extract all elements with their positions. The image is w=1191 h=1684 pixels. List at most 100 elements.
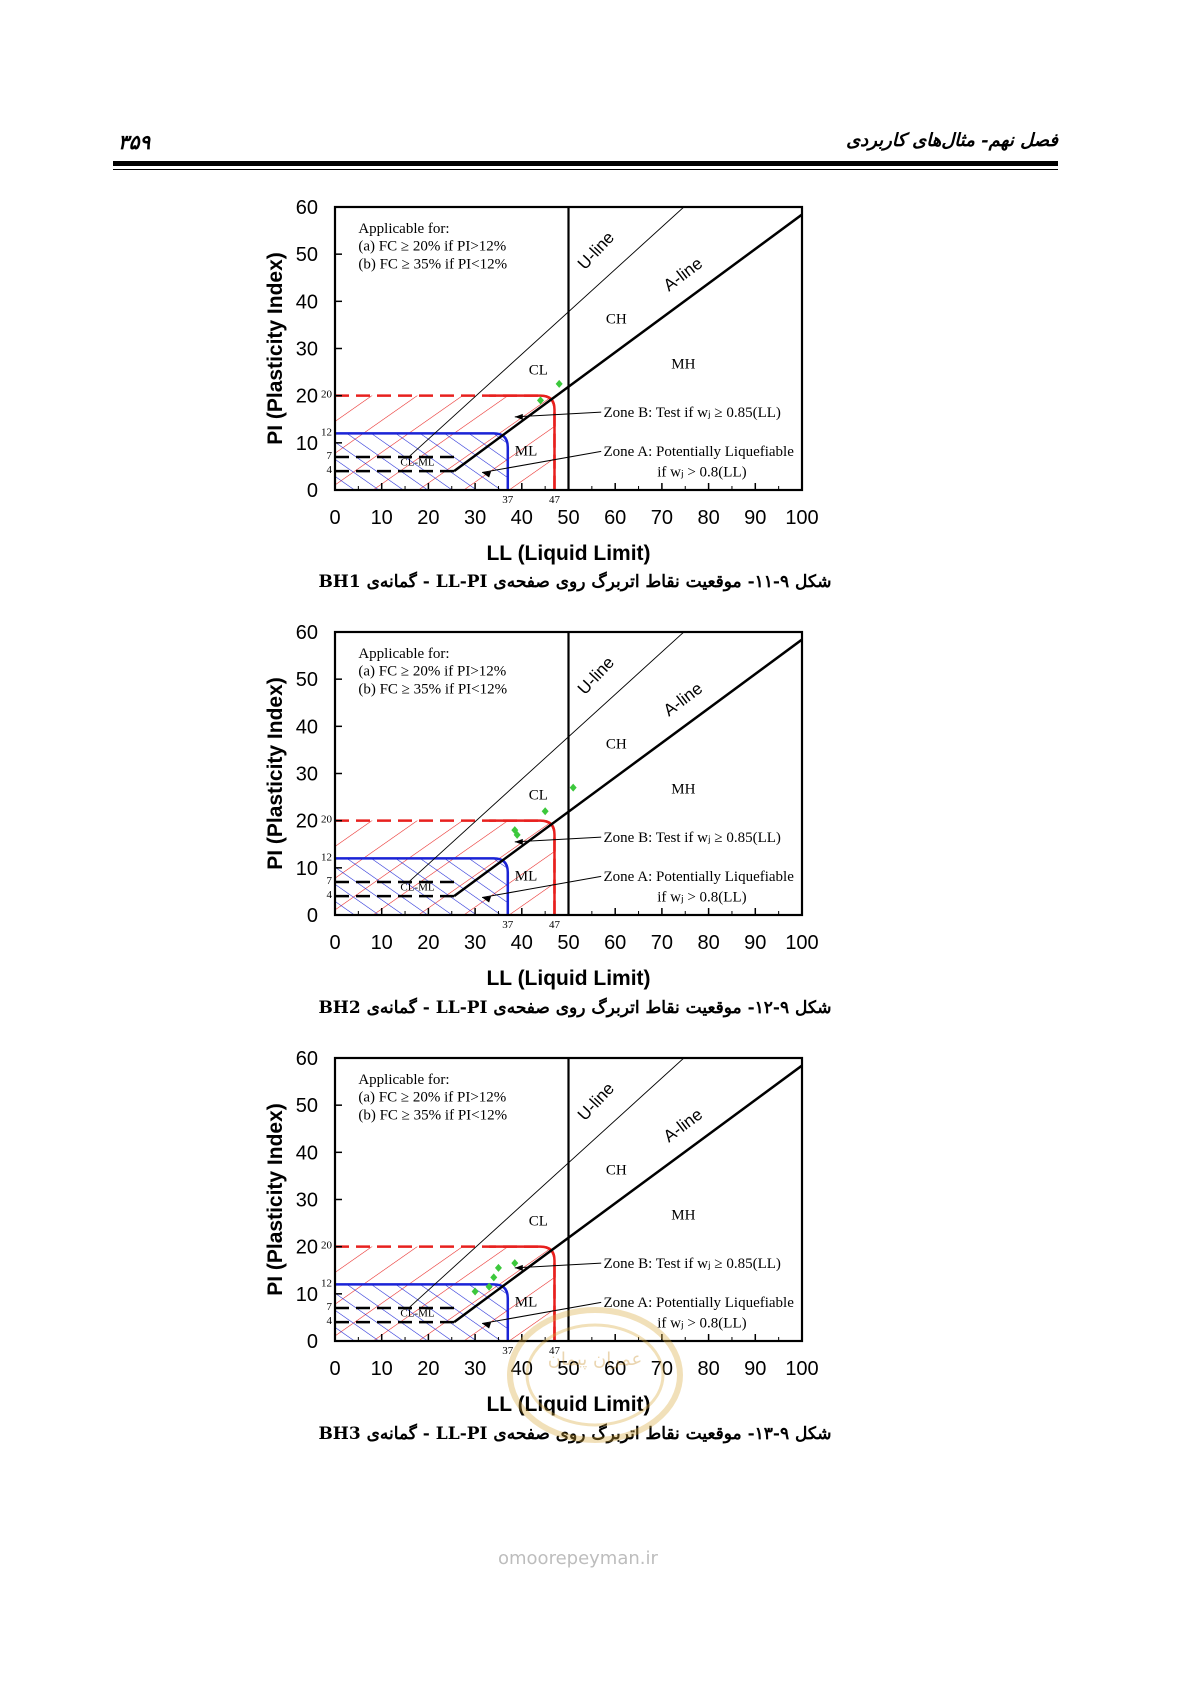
chapter-title: فصل نهم- مثال‌های کاربردی <box>846 130 1058 151</box>
x-tick-label: 20 <box>417 1358 439 1380</box>
y-tick-label: 60 <box>296 1048 318 1070</box>
y-tick-label: 20 <box>296 811 318 833</box>
y-tick-label: 30 <box>296 1190 318 1212</box>
y-tick-label: 40 <box>296 1142 318 1164</box>
zone-b-arrowhead <box>514 1264 523 1271</box>
chart-lines <box>409 207 802 490</box>
zone-b-label: Zone B: Test if wⱼ ≥ 0.85(LL) <box>604 830 781 846</box>
plasticity-chart-bh2: 0 10 20 30 40 50 60 70 80 90 100010203040506047122… <box>264 622 819 990</box>
figure-bh2: 0 10 20 30 40 50 60 70 80 90 100 0 10 20 30 40 50 60 4 7 12 2… <box>250 620 900 1040</box>
y-tick-label: 40 <box>296 716 318 738</box>
x-small-label: 47 <box>549 494 561 506</box>
x-small-label: 47 <box>549 919 561 931</box>
x-axis-title: LL (Liquid Limit) <box>486 1393 650 1416</box>
region-cl-ml: CL-ML <box>400 1307 435 1319</box>
figure-bh1: 0 10 20 30 40 50 60 70 80 90 100 0 10 20 30 40 50 60 4 7 12 2… <box>250 195 900 615</box>
x-tick-label: 40 <box>511 932 533 954</box>
x-tick-label: 80 <box>697 1358 719 1380</box>
x-tick-label: 0 <box>329 507 340 529</box>
watermark-seal-text: عمران پیمان <box>548 1349 643 1370</box>
u-line-label: U-line <box>574 653 618 698</box>
y-small-label: 12 <box>321 1277 332 1289</box>
x-tick-label: 60 <box>604 932 626 954</box>
y-tick-label: 60 <box>296 622 318 644</box>
region-ml: ML <box>515 1295 538 1311</box>
watermark-seal: عمران پیمان <box>507 1307 683 1443</box>
applicable-a: (a) FC ≥ 20% if PI>12% <box>358 663 506 679</box>
a-line <box>453 213 802 473</box>
x-tick-label: 80 <box>697 932 719 954</box>
u-line-label: U-line <box>574 228 618 273</box>
y-axis-title: PI (Plasticity Index) <box>264 677 287 870</box>
x-tick-label: 100 <box>785 507 818 529</box>
u-line-label: U-line <box>574 1079 618 1124</box>
header-rule-thick <box>113 161 1058 166</box>
y-tick-label: 50 <box>296 669 318 691</box>
x-axis-title: LL (Liquid Limit) <box>486 542 650 565</box>
u-line <box>409 1058 685 1308</box>
caption-bh2: شکل ۹-۱۲- موقعیت نقاط اتربرگ روی صفحه‌ی … <box>318 998 832 1018</box>
zone-a-arrowhead <box>482 896 492 903</box>
x-tick-label: 20 <box>417 507 439 529</box>
zone-a-label-1: Zone A: Potentially Liquefiable <box>604 1295 795 1311</box>
region-ch: CH <box>606 312 627 328</box>
y-tick-label: 0 <box>307 1331 318 1353</box>
y-small-label: 20 <box>321 814 333 826</box>
y-tick-label: 20 <box>296 1237 318 1259</box>
applicable-a: (a) FC ≥ 20% if PI>12% <box>358 1089 506 1105</box>
region-cl: CL <box>529 1213 548 1229</box>
zone-b-arrowhead <box>514 413 523 420</box>
y-tick-label: 50 <box>296 244 318 266</box>
zone-a-arrowhead <box>482 471 492 478</box>
x-tick-label: 50 <box>557 932 579 954</box>
x-tick-label: 60 <box>604 1358 626 1380</box>
y-small-label: 7 <box>327 875 333 887</box>
u-line <box>409 632 685 882</box>
x-tick-label: 30 <box>464 507 486 529</box>
applicable-b: (b) FC ≥ 35% if PI<12% <box>358 681 507 697</box>
caption-bh1: شکل ۹-۱۱- موقعیت نقاط اتربرگ روی صفحه‌ی … <box>318 572 832 592</box>
x-small-label: 37 <box>502 1345 514 1357</box>
watermark-site: omoorepeyman.ir <box>498 1548 658 1569</box>
x-tick-label: 60 <box>604 507 626 529</box>
data-point <box>536 396 544 405</box>
a-line <box>453 1064 802 1324</box>
x-tick-label: 40 <box>511 507 533 529</box>
y-tick-label: 0 <box>307 480 318 502</box>
data-point <box>511 1259 519 1268</box>
zone-a-arrow <box>482 450 602 474</box>
applicable-a: (a) FC ≥ 20% if PI>12% <box>358 238 506 254</box>
x-tick-label: 30 <box>464 932 486 954</box>
y-tick-label: 10 <box>296 1284 318 1306</box>
y-axis-title: PI (Plasticity Index) <box>264 1103 287 1296</box>
zone-b-arrow <box>514 836 602 843</box>
zone-b-label: Zone B: Test if wⱼ ≥ 0.85(LL) <box>604 1256 781 1272</box>
header-rule-thin <box>113 169 1058 170</box>
x-tick-label: 50 <box>557 507 579 529</box>
data-point <box>490 1273 498 1282</box>
y-tick-label: 50 <box>296 1095 318 1117</box>
y-tick-label: 30 <box>296 764 318 786</box>
y-small-label: 4 <box>327 889 333 901</box>
x-small-label: 37 <box>502 919 514 931</box>
applicable-title: Applicable for: <box>358 1072 449 1088</box>
chart-lines <box>409 1058 802 1341</box>
data-point <box>471 1287 479 1296</box>
plasticity-chart-bh3: 0 10 20 30 40 50 60 70 80 90 100010203040506047122… <box>264 1048 819 1416</box>
x-tick-label: 70 <box>651 1358 673 1380</box>
x-tick-label: 0 <box>329 932 340 954</box>
x-tick-label: 50 <box>557 1358 579 1380</box>
region-ml: ML <box>515 444 538 460</box>
x-small-label: 47 <box>549 1345 561 1357</box>
y-tick-label: 60 <box>296 197 318 219</box>
zone-b-arrow <box>514 411 602 418</box>
x-tick-label: 90 <box>744 507 766 529</box>
x-tick-label: 10 <box>371 1358 393 1380</box>
zone-a-label-1: Zone A: Potentially Liquefiable <box>604 869 795 885</box>
region-cl-ml: CL-ML <box>400 456 435 468</box>
chart-lines <box>409 632 802 915</box>
data-point <box>485 1282 493 1291</box>
y-small-label: 12 <box>321 426 332 438</box>
data-point <box>511 826 519 835</box>
x-small-label: 37 <box>502 494 514 506</box>
